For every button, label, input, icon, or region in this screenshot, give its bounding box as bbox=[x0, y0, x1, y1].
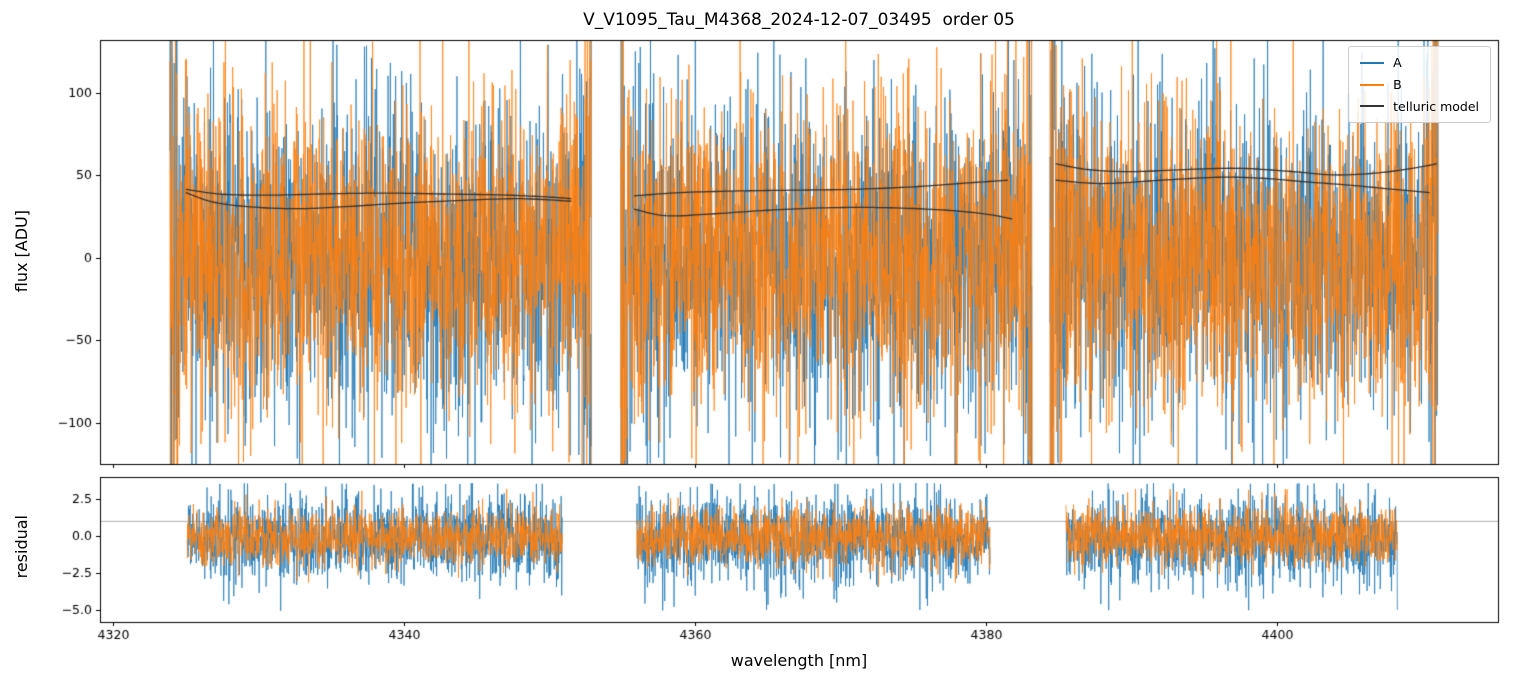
legend-label-telluric-model: telluric model bbox=[1393, 98, 1479, 114]
legend-item-a: A bbox=[1360, 56, 1479, 70]
legend-label-a: A bbox=[1393, 55, 1402, 70]
legend-item-telluric-model: telluric model bbox=[1360, 98, 1479, 114]
legend-line-telluric-model-icon bbox=[1360, 105, 1385, 108]
chart-title: V_V1095_Tau_M4368_2024-12-07_03495 order… bbox=[583, 10, 1015, 30]
residual-axis-label: residual bbox=[12, 515, 31, 579]
legend: A B telluric model bbox=[1348, 46, 1491, 124]
legend-item-b: B bbox=[1360, 76, 1479, 92]
x-axis-label: wavelength [nm] bbox=[730, 651, 868, 670]
flux-axis-label: flux [ADU] bbox=[12, 210, 31, 293]
legend-line-b-icon bbox=[1360, 83, 1385, 86]
legend-line-a-icon bbox=[1360, 61, 1385, 64]
legend-label-b: B bbox=[1393, 76, 1402, 92]
